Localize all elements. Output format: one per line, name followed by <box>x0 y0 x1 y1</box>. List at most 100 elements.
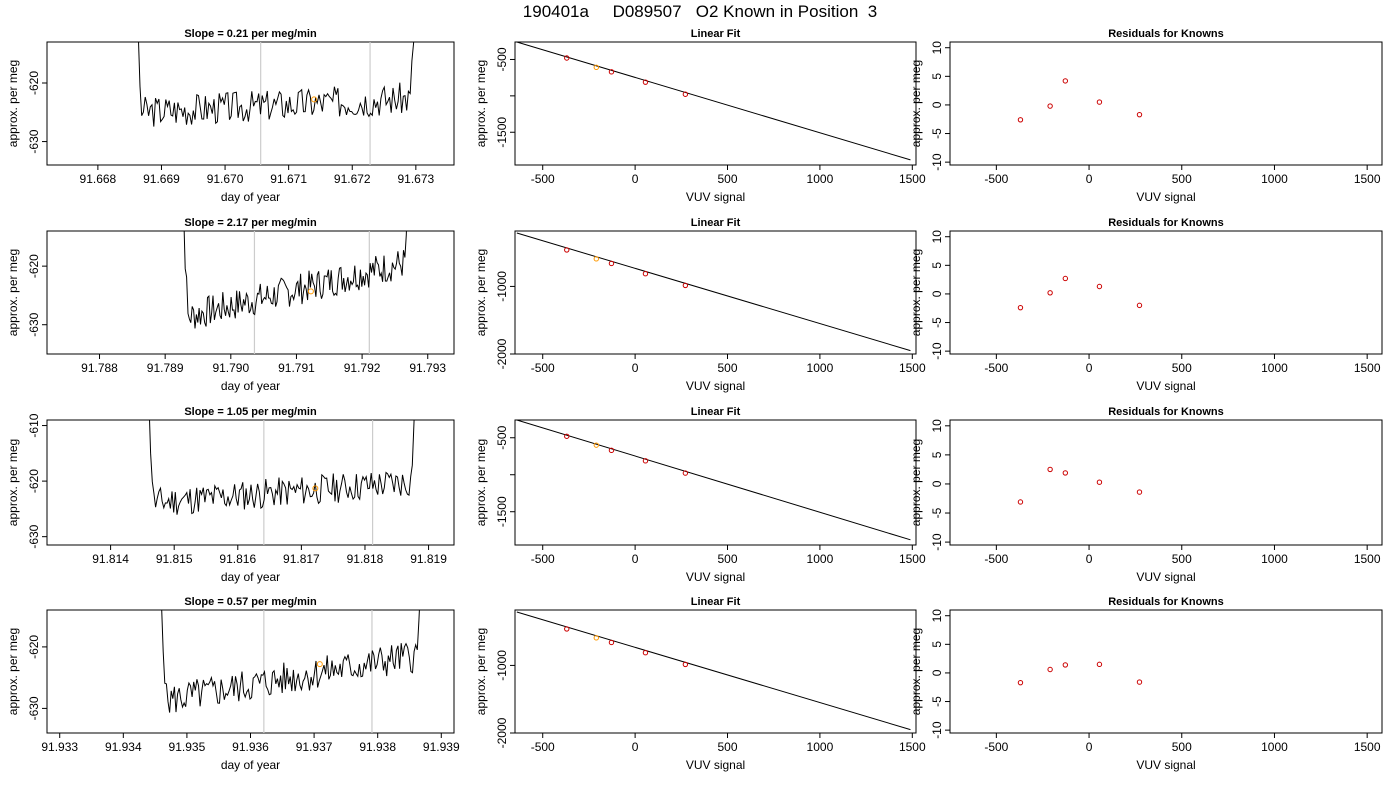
x-tick-label: 1000 <box>1261 740 1288 754</box>
panel-title: Residuals for Knowns <box>1108 217 1224 229</box>
y-tick-label: -10 <box>930 342 944 360</box>
x-tick-label: -500 <box>531 361 555 375</box>
x-tick-label: 1500 <box>1354 361 1381 375</box>
data-point <box>608 639 615 646</box>
fit-line <box>516 420 911 541</box>
x-tick-label: 1500 <box>899 552 926 566</box>
x-axis-label: VUV signal <box>686 570 745 584</box>
x-tick-label: 91.668 <box>80 172 117 186</box>
y-axis-label: approx. per meg <box>909 60 923 147</box>
x-tick-label: 91.791 <box>278 361 315 375</box>
plot-frame <box>949 41 1383 166</box>
panel-title: Residuals for Knowns <box>1108 596 1224 608</box>
data-point <box>642 650 649 656</box>
x-tick-label: 1500 <box>899 740 926 754</box>
y-tick-label: 0 <box>930 480 944 487</box>
data-point <box>593 64 600 71</box>
data-point <box>682 282 689 289</box>
x-tick-label: 91.817 <box>283 552 320 566</box>
highlight-point <box>312 485 319 492</box>
data-point <box>593 256 600 262</box>
chart-panel-r1c2: Linear Fit -500 0 500 1000 1500 -500 -1500 VUV s… <box>474 28 926 204</box>
y-axis-label: approx. per meg <box>474 249 488 336</box>
y-axis-label: approx. per meg <box>474 60 488 147</box>
plot-frame <box>514 419 917 546</box>
chart-panel-r2c2: Linear Fit -500 0 500 1000 1500 -1000 -2000 VUV … <box>474 217 926 393</box>
y-tick-label: -2000 <box>495 717 509 748</box>
x-tick-label: 91.933 <box>41 740 78 754</box>
panel-title: Residuals for Knowns <box>1108 28 1224 40</box>
y-tick-label: 10 <box>930 609 944 623</box>
data-point <box>642 271 649 277</box>
data-point <box>1062 470 1069 476</box>
y-tick-label: -630 <box>27 524 41 548</box>
x-tick-label: 500 <box>717 740 737 754</box>
plot-frame <box>949 609 1383 734</box>
data-point <box>1017 499 1024 505</box>
data-point <box>1136 679 1143 685</box>
chart-panel-r4c3: Residuals for Knowns -500 0 500 1000 1500 10 5 0… <box>909 596 1383 772</box>
y-tick-label: -610 <box>27 413 41 437</box>
y-tick-label: 10 <box>930 419 944 433</box>
data-point <box>1096 661 1103 668</box>
x-tick-label: 91.938 <box>359 740 396 754</box>
x-tick-label: 91.934 <box>105 740 142 754</box>
plot-frame <box>514 41 917 166</box>
y-axis-label: approx. per meg <box>909 628 923 715</box>
x-tick-label: 91.792 <box>344 361 381 375</box>
data-point <box>1047 103 1053 109</box>
panel-title: Slope = 0.21 per meg/min <box>184 28 317 40</box>
trace-line <box>183 231 407 329</box>
x-tick-label: 91.671 <box>270 172 307 186</box>
chart-panel-r1c3: Residuals for Knowns -500 0 500 1000 1500 10 5 0… <box>909 28 1383 204</box>
x-axis-label: day of year <box>221 190 280 204</box>
x-tick-label: 500 <box>717 361 737 375</box>
x-tick-label: -500 <box>984 172 1008 186</box>
x-axis-label: VUV signal <box>686 379 745 393</box>
x-tick-label: 500 <box>1172 740 1192 754</box>
x-tick-label: 91.788 <box>81 361 118 375</box>
y-tick-label: -5 <box>930 128 944 139</box>
x-axis-label: day of year <box>221 758 280 772</box>
x-tick-label: -500 <box>531 172 555 186</box>
chart-panel-r3c1: Slope = 1.05 per meg/min 91.814 91.815 91.8… <box>6 406 455 584</box>
data-point <box>1047 466 1053 473</box>
x-tick-label: 0 <box>632 172 639 186</box>
x-axis-label: VUV signal <box>1136 190 1195 204</box>
y-tick-label: -500 <box>495 425 509 449</box>
y-tick-label: -5 <box>930 507 944 518</box>
panel-title: Linear Fit <box>691 28 741 40</box>
x-tick-label: 91.935 <box>169 740 206 754</box>
data-point <box>1062 662 1069 668</box>
data-point <box>608 447 615 454</box>
data-point <box>1136 489 1143 495</box>
x-tick-label: 500 <box>1172 172 1192 186</box>
data-point <box>682 661 689 668</box>
y-tick-label: 0 <box>930 290 944 297</box>
x-tick-label: -500 <box>531 552 555 566</box>
y-axis-label: approx. per meg <box>474 628 488 715</box>
y-tick-label: -630 <box>27 312 41 336</box>
x-tick-label: 91.937 <box>296 740 333 754</box>
fit-line <box>516 42 911 161</box>
figure-title: 190401a D089507 O2 Known in Position 3 <box>522 2 878 21</box>
x-tick-label: 1000 <box>1261 361 1288 375</box>
data-point <box>593 442 600 448</box>
panel-title: Slope = 1.05 per meg/min <box>184 406 317 418</box>
x-tick-label: 500 <box>1172 552 1192 566</box>
panel-title: Slope = 0.57 per meg/min <box>184 596 317 608</box>
panel-title: Linear Fit <box>691 406 741 418</box>
highlight-point <box>316 661 323 668</box>
data-point <box>1047 666 1053 673</box>
y-tick-label: 10 <box>930 230 944 244</box>
plot-area <box>1017 466 1143 505</box>
panel-title: Linear Fit <box>691 596 741 608</box>
plot-frame <box>46 419 455 546</box>
plot-area <box>149 420 415 545</box>
x-tick-label: 1500 <box>1354 740 1381 754</box>
data-point <box>564 626 570 632</box>
x-axis-label: VUV signal <box>1136 379 1195 393</box>
y-tick-label: 10 <box>930 41 944 55</box>
y-tick-label: -10 <box>930 153 944 171</box>
